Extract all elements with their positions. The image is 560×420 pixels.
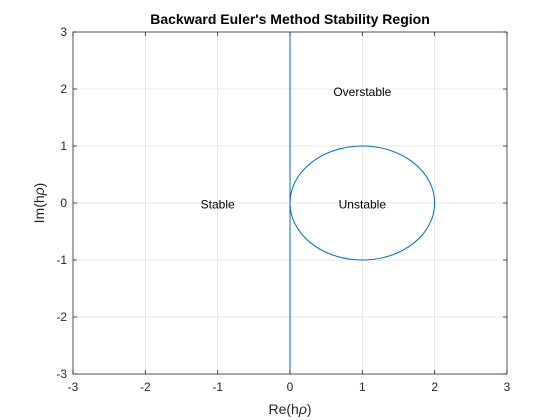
y-axis-label-close: ): [31, 183, 47, 188]
x-axis-label-close: ): [307, 401, 312, 417]
x-tick-label: 1: [359, 380, 366, 394]
unstable-region-circle: [289, 145, 436, 261]
y-axis-label-symbol: ρ: [31, 187, 47, 196]
y-axis-label-main: Im(h: [31, 195, 47, 223]
tick-labels: -3 -2 -1 0 1 2 3 -3 -2 -1 0 1 2 3: [56, 25, 510, 394]
y-tick-label: -1: [56, 253, 67, 267]
x-tick-label: 2: [431, 380, 438, 394]
x-tick-label: 3: [504, 380, 511, 394]
region-label-stable: Stable: [201, 198, 235, 212]
y-tick-label: 1: [60, 139, 67, 153]
x-tick-label: 0: [287, 380, 294, 394]
y-tick-label: -2: [56, 310, 67, 324]
chart-title: Backward Euler's Method Stability Region: [150, 11, 430, 27]
region-label-overstable: Overstable: [333, 85, 391, 99]
x-tick-label: -2: [140, 380, 151, 394]
x-axis-label: Re(hρ): [268, 401, 311, 417]
x-axis-label-symbol: ρ: [298, 401, 307, 417]
y-tick-label: -3: [56, 367, 67, 381]
y-axis-label: Im(hρ): [31, 183, 47, 224]
y-tick-label: 0: [60, 196, 67, 210]
axis-ticks: [72, 31, 508, 375]
x-tick-label: -1: [212, 380, 223, 394]
annotations: Overstable Stable Unstable: [201, 85, 392, 212]
x-axis-label-main: Re(h: [268, 401, 298, 417]
y-tick-label: 3: [60, 25, 67, 39]
y-tick-label: 2: [60, 82, 67, 96]
region-label-unstable: Unstable: [339, 198, 387, 212]
x-tick-label: -3: [68, 380, 79, 394]
data-series: [289, 32, 436, 374]
